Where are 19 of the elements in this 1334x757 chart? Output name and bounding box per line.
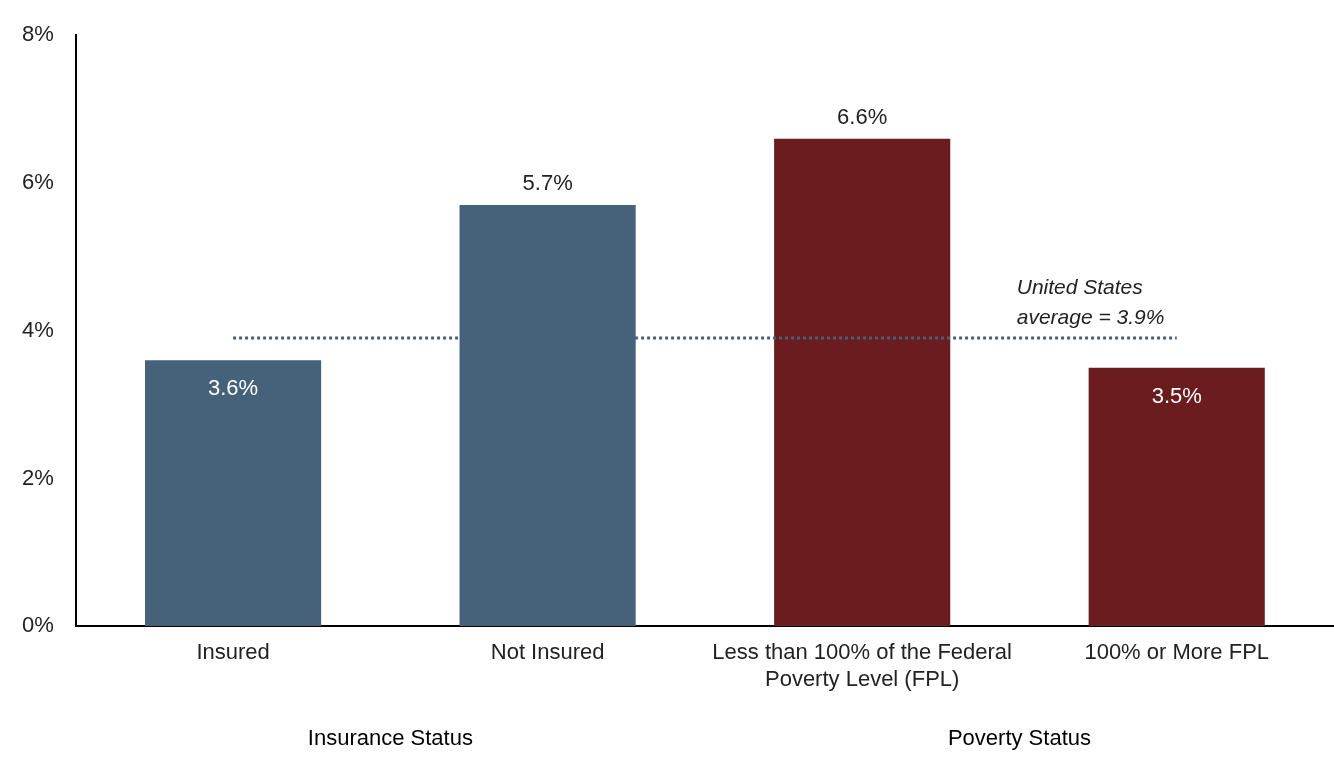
x-tick-label: 100% or More FPL [1084, 639, 1270, 665]
y-tick-label: 2% [22, 464, 54, 490]
x-tick-label: Insured [196, 639, 270, 665]
text: Insurance Status [307, 725, 473, 750]
bar [145, 360, 322, 627]
y-tick-label: 0% [22, 612, 54, 638]
y-tick-label: 6% [22, 169, 54, 195]
data-label: 5.7% [522, 170, 573, 196]
y-tick-label: 8% [22, 21, 54, 47]
data-label: 6.6% [837, 103, 888, 129]
data-label: 3.5% [1151, 382, 1202, 408]
bar [1088, 367, 1265, 627]
ref-line-label: United States average = 3.9% [1016, 275, 1165, 329]
y-tick-label: 4% [22, 316, 54, 342]
x-tick-label: Not Insured [490, 639, 605, 665]
data-label: 3.6% [207, 375, 259, 401]
x-tick-label: Less than 100% of the Federal Poverty Level (FPL) [712, 639, 1012, 691]
text: Poverty Status [947, 725, 1091, 750]
bar [774, 138, 951, 627]
